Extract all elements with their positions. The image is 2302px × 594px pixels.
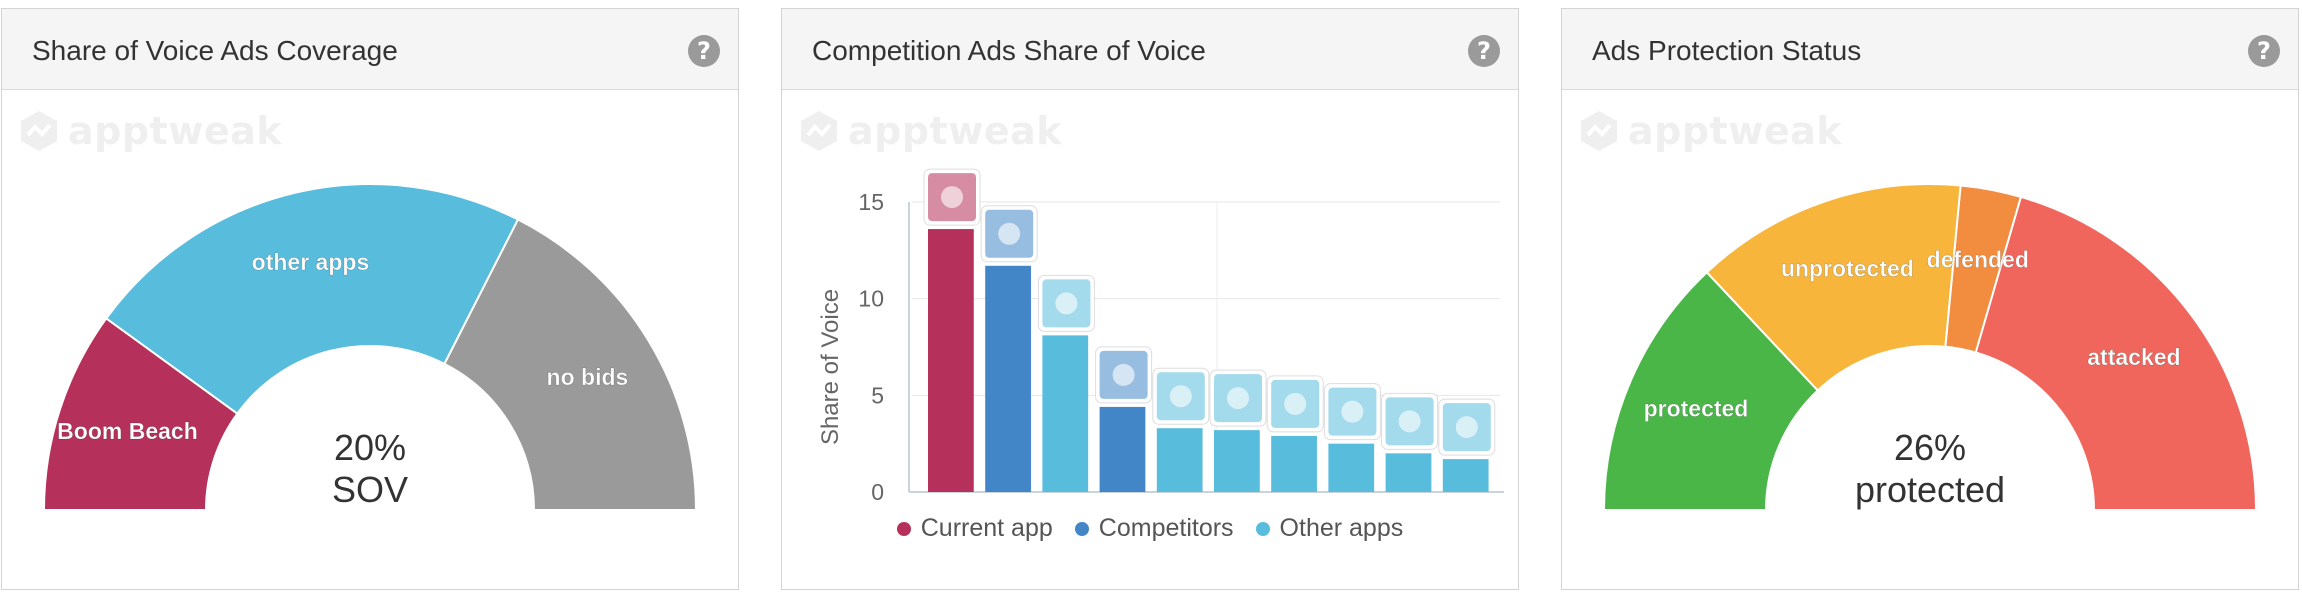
- bar-competitors[interactable]: [1099, 406, 1146, 492]
- legend-label: Competitors: [1098, 514, 1234, 542]
- bar-other-apps[interactable]: [1442, 459, 1489, 492]
- slice-label: Boom Beach: [57, 418, 198, 444]
- panel-title: Competition Ads Share of Voice: [812, 35, 1206, 66]
- app-icon: [1323, 383, 1381, 441]
- panel-header: Ads Protection Status ?: [1562, 9, 2298, 90]
- app-icon: [923, 168, 981, 226]
- ads-protection-panel: Ads Protection Status ? apptweak protect…: [1561, 8, 2299, 590]
- y-tick-label: 5: [871, 382, 884, 408]
- panel-title: Share of Voice Ads Coverage: [32, 35, 398, 66]
- app-icon: [1266, 375, 1324, 433]
- slice-label: unprotected: [1781, 256, 1914, 282]
- app-icon: [1381, 392, 1439, 450]
- panel-header: Competition Ads Share of Voice ?: [782, 9, 1518, 90]
- center-value: 20%: [334, 427, 406, 468]
- y-axis-label: Share of Voice: [817, 289, 844, 445]
- watermark: apptweak: [1578, 109, 1842, 153]
- slice-unprotected[interactable]: [1705, 183, 1962, 392]
- y-tick-label: 10: [858, 286, 884, 312]
- bar-other-apps[interactable]: [1328, 443, 1375, 492]
- slice-label: defended: [1927, 247, 2029, 273]
- slice-label: protected: [1644, 396, 1749, 422]
- bar-current-app[interactable]: [928, 229, 974, 493]
- slice-no-bids[interactable]: [443, 218, 698, 511]
- sov-coverage-chart: Boom Beach other apps no bids 20%SOV: [42, 183, 698, 511]
- slice-label: other apps: [252, 249, 370, 275]
- y-tick-label: 15: [858, 189, 884, 215]
- app-icon: [1209, 369, 1267, 427]
- competition-sov-chart: 0 5 10 15 Share of Voice: [817, 168, 1504, 505]
- legend-dot: [896, 521, 911, 536]
- legend-label: Current app: [920, 514, 1053, 542]
- bar-other-apps[interactable]: [1385, 453, 1432, 492]
- slice-other-apps[interactable]: [104, 183, 520, 415]
- app-icon: [1152, 367, 1210, 425]
- slice-protected[interactable]: [1602, 270, 1820, 511]
- app-icon: [1037, 274, 1095, 332]
- competition-sov-panel: Competition Ads Share of Voice ? apptwea…: [781, 8, 1519, 590]
- legend-item-other-apps[interactable]: Other apps: [1255, 514, 1404, 543]
- app-icon: [980, 205, 1038, 263]
- app-icon: [1095, 346, 1153, 404]
- legend-item-competitors[interactable]: Competitors: [1074, 514, 1234, 543]
- bar-other-apps[interactable]: [1156, 428, 1203, 492]
- slice-label: no bids: [547, 364, 629, 390]
- panel-title: Ads Protection Status: [1592, 35, 1862, 66]
- apptweak-logo-icon: [21, 111, 57, 151]
- y-tick-label: 0: [871, 479, 884, 505]
- apptweak-logo-icon: [1581, 111, 1617, 151]
- bar-competitors[interactable]: [985, 265, 1031, 492]
- watermark: apptweak: [18, 109, 282, 153]
- legend-label: Other apps: [1279, 514, 1404, 542]
- question-circle-icon[interactable]: ?: [688, 35, 720, 67]
- apptweak-logo-icon: [801, 111, 837, 151]
- center-label: protected: [1855, 469, 2005, 510]
- center-label: SOV: [332, 469, 408, 510]
- watermark-text: apptweak: [1628, 109, 1843, 153]
- bar-other-apps[interactable]: [1214, 430, 1260, 492]
- legend-item-current-app[interactable]: Current app: [896, 514, 1053, 543]
- legend-dot: [1074, 521, 1089, 536]
- chart-legend: Current app Competitors Other apps: [782, 514, 1518, 543]
- bar-other-apps[interactable]: [1042, 335, 1089, 492]
- question-circle-icon[interactable]: ?: [1468, 35, 1500, 67]
- sov-coverage-panel: Share of Voice Ads Coverage ? apptweak B…: [1, 8, 739, 590]
- watermark-text: apptweak: [68, 109, 283, 153]
- question-circle-icon[interactable]: ?: [2248, 35, 2280, 67]
- slice-attacked[interactable]: [1974, 195, 2258, 511]
- watermark: apptweak: [798, 109, 1062, 153]
- app-icon: [1438, 398, 1496, 456]
- watermark-text: apptweak: [848, 109, 1063, 153]
- legend-dot: [1255, 521, 1270, 536]
- panel-header: Share of Voice Ads Coverage ?: [2, 9, 738, 90]
- bar-other-apps[interactable]: [1271, 435, 1317, 492]
- center-value: 26%: [1894, 427, 1966, 468]
- slice-label: attacked: [2087, 344, 2180, 370]
